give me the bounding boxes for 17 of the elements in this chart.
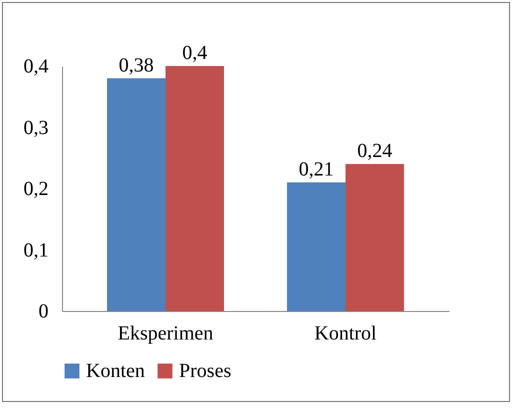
- y-tick-label: 0,3: [24, 116, 48, 139]
- y-tick-label: 0,4: [24, 56, 48, 78]
- x-tick-label: Kontrol: [314, 322, 378, 344]
- data-label: 0,24: [357, 140, 392, 162]
- data-label: 0,38: [118, 54, 154, 76]
- bar: [287, 182, 346, 311]
- y-tick-label: 0,2: [24, 178, 48, 200]
- data-label: 0,21: [298, 158, 334, 180]
- bar: [107, 78, 166, 311]
- legend-label: Proses: [179, 360, 232, 382]
- y-tick-label: 0,1: [24, 239, 48, 262]
- y-tick-label: 0: [38, 300, 48, 322]
- bar: [346, 164, 404, 311]
- data-label: 0,4: [182, 42, 208, 64]
- legend-label: Konten: [86, 360, 145, 382]
- bar: [166, 66, 224, 311]
- x-tick-label: Eksperimen: [118, 322, 214, 344]
